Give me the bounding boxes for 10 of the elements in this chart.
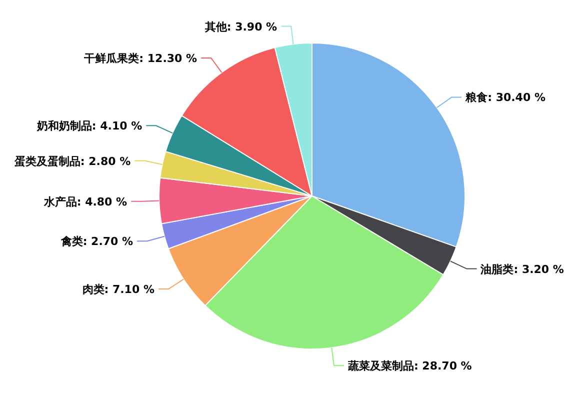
slice-label: 蛋类及蛋制品: 2.80 % xyxy=(13,154,131,168)
slice-label: 禽类: 2.70 % xyxy=(60,235,134,248)
slice-label: 奶和奶制品: 4.10 % xyxy=(36,120,142,133)
slice-label: 干鲜瓜果类: 12.30 % xyxy=(83,52,198,65)
slice-label: 其他: 3.90 % xyxy=(204,20,278,34)
slice-label: 油脂类: 3.20 % xyxy=(480,262,564,276)
slice-label: 水产品: 4.80 % xyxy=(42,195,128,208)
slice-label: 蔬菜及菜制品: 28.70 % xyxy=(346,360,472,373)
slice-label: 肉类: 7.10 % xyxy=(82,282,154,296)
slice-label: 粮食: 30.40 % xyxy=(464,91,546,104)
